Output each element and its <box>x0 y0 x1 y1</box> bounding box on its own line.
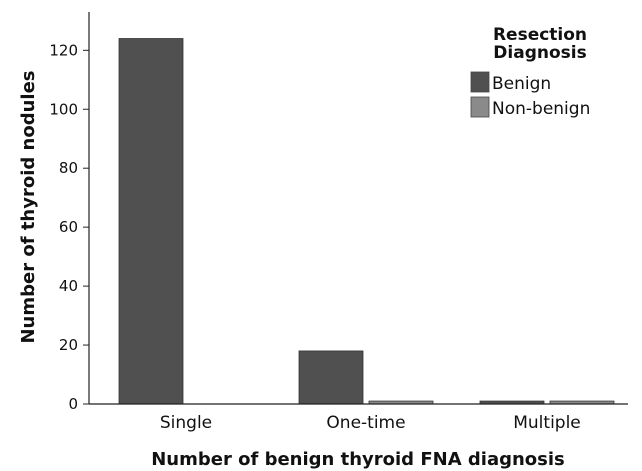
legend-label-benign: Benign <box>492 74 551 94</box>
legend-title-line-1: Resection <box>493 25 587 45</box>
legend: Resection Diagnosis Benign Non-benign <box>470 25 590 119</box>
y-tick-label: 20 <box>59 336 78 354</box>
y-axis-ticks: 0 20 40 60 80 100 120 <box>49 41 89 413</box>
legend-swatch-benign <box>470 71 490 93</box>
bar-single-benign <box>118 38 184 405</box>
x-tick-label: One-time <box>326 413 405 433</box>
x-axis-title: Number of benign thyroid FNA diagnosis <box>151 449 565 470</box>
legend-label-non-benign: Non-benign <box>492 99 590 119</box>
bar-one-time-benign <box>298 350 364 405</box>
y-axis-title: Number of thyroid nodules <box>18 70 39 343</box>
legend-swatch-non-benign <box>470 96 490 118</box>
y-tick-label: 60 <box>59 218 78 236</box>
x-axis-tick-labels: Single One-time Multiple <box>160 413 581 433</box>
x-tick-label: Multiple <box>513 413 581 433</box>
y-tick-label: 100 <box>49 100 78 118</box>
y-tick-label: 120 <box>49 41 78 59</box>
y-tick-label: 80 <box>59 159 78 177</box>
legend-title-line-2: Diagnosis <box>493 43 586 63</box>
y-tick-label: 0 <box>68 395 78 413</box>
y-tick-label: 40 <box>59 277 78 295</box>
x-tick-label: Single <box>160 413 212 433</box>
